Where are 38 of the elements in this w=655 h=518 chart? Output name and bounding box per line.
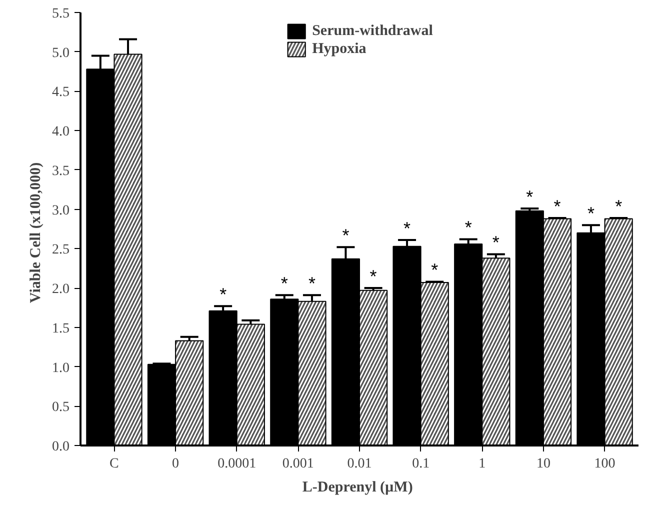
x-tick-label: 0.001 xyxy=(282,456,314,472)
x-tick-label: 100 xyxy=(594,456,616,472)
x-tick-label: 0.01 xyxy=(347,456,372,472)
legend-label: Serum-withdrawal xyxy=(312,22,433,40)
y-tick-label: 3.0 xyxy=(52,203,70,218)
data-label: * xyxy=(370,266,377,286)
y-tick-label: 4.0 xyxy=(52,124,70,140)
y-tick-label: 2.5 xyxy=(52,242,70,258)
y-tick-label: 0.0 xyxy=(52,440,70,454)
x-tick-label: 1 xyxy=(478,456,486,472)
data-label: * xyxy=(554,196,561,216)
x-tick-label: 0.0001 xyxy=(218,456,256,472)
data-label: * xyxy=(280,274,288,294)
y-axis-title: Viable Cell (x100,000) xyxy=(28,162,44,304)
x-tick-label: 0 xyxy=(172,456,180,472)
y-tick-label: 3.5 xyxy=(52,164,70,179)
x-tick-label: C xyxy=(110,456,119,472)
data-label: * xyxy=(342,226,350,246)
y-tick-label: 1.0 xyxy=(52,360,70,376)
data-label: * xyxy=(220,284,227,305)
data-label: * xyxy=(464,218,472,238)
data-label: * xyxy=(492,232,500,253)
x-tick-label: 0.1 xyxy=(412,456,430,472)
data-label: * xyxy=(526,186,534,207)
data-label: * xyxy=(587,203,594,224)
x-tick-label: 10 xyxy=(536,456,550,472)
y-tick-label: 2.0 xyxy=(52,282,70,298)
x-axis-title: L-Deprenyl (µM) xyxy=(302,480,413,496)
y-tick-label: 5.5 xyxy=(52,6,70,22)
data-label: * xyxy=(431,260,438,280)
y-tick-label: 1.5 xyxy=(52,321,70,336)
y-tick-label: 4.5 xyxy=(52,85,70,100)
y-tick-label: 5.0 xyxy=(52,46,70,61)
legend-label: Hypoxia xyxy=(312,40,366,58)
y-tick-label: 0.5 xyxy=(52,400,70,416)
data-label: * xyxy=(404,218,411,238)
data-label: * xyxy=(308,274,316,294)
data-label: * xyxy=(615,196,622,216)
